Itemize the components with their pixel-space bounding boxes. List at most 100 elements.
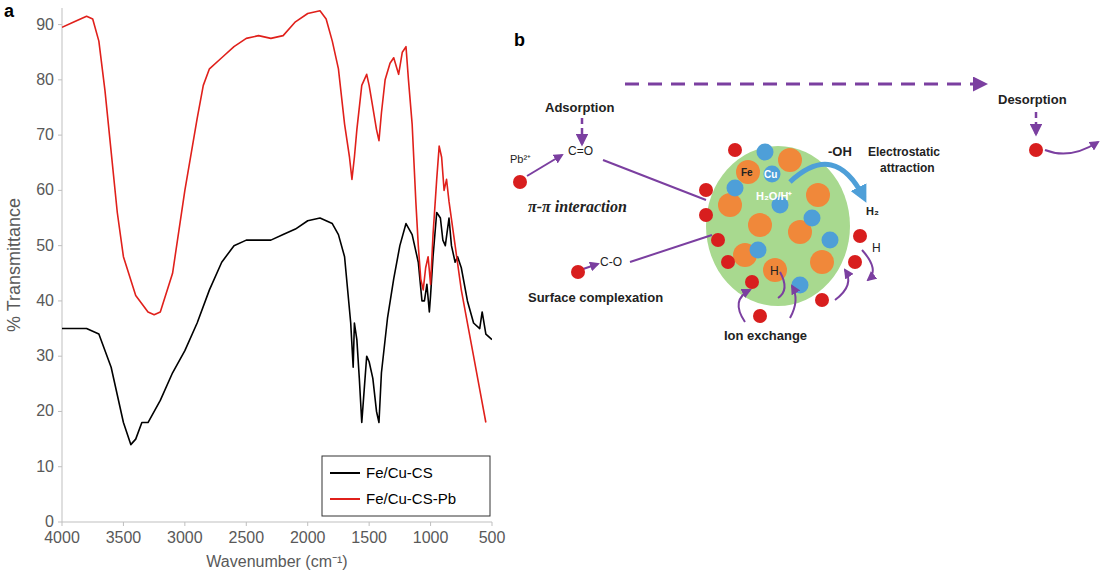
pb-ion <box>853 229 867 243</box>
diagram-label: C=O <box>568 144 593 158</box>
cu-particle <box>750 242 767 259</box>
pb-ion <box>1029 143 1043 157</box>
electron-arrow <box>790 164 864 198</box>
ion-arrow <box>835 270 848 300</box>
pb-ion <box>711 233 725 247</box>
y-tick <box>58 522 62 523</box>
x-tick <box>492 522 493 526</box>
label-line: attraction <box>880 161 935 175</box>
x-tick <box>430 522 431 526</box>
legend-swatch <box>330 472 360 474</box>
pb-ion <box>721 255 735 269</box>
diagram-label: H <box>770 264 779 278</box>
diagram-label: Ion exchange <box>724 328 807 343</box>
diagram-label: Cu <box>764 169 777 180</box>
cu-particle <box>764 166 781 183</box>
x-tick-label: 3500 <box>106 529 142 546</box>
y-tick <box>58 24 62 25</box>
y-tick <box>58 135 62 136</box>
legend-box <box>322 456 490 516</box>
y-tick <box>58 411 62 412</box>
pb-ion <box>753 309 767 323</box>
x-tick <box>369 522 370 526</box>
y-axis-line <box>62 8 63 522</box>
legend-label: Fe/Cu-CS <box>366 464 433 481</box>
diagram-label: -OH <box>828 144 852 159</box>
diagram-label: π-π interaction <box>528 198 627 215</box>
spectrum-line <box>62 212 492 444</box>
y-tick-label: 60 <box>36 181 54 198</box>
y-tick-label: 90 <box>36 16 54 33</box>
diagram-label: Fe <box>741 167 753 178</box>
diagram-label: Electrostatic attraction <box>868 145 943 175</box>
fe-particle <box>736 160 760 184</box>
diagram-label: Surface complexation <box>528 290 663 305</box>
x-tick-label: 1500 <box>351 529 387 546</box>
y-tick-label: 0 <box>45 513 54 530</box>
fe-particle <box>810 250 834 274</box>
pb-ion <box>699 208 713 222</box>
ion-arrow <box>790 286 796 318</box>
pb-ion <box>815 293 829 307</box>
fe-particle <box>718 193 742 217</box>
y-tick <box>58 466 62 467</box>
figure: a010203040506070809040003500300025002000… <box>0 0 1105 577</box>
legend: Fe/Cu-CS Fe/Cu-CS-Pb <box>322 456 490 516</box>
y-tick-label: 50 <box>36 237 54 254</box>
link <box>630 235 712 262</box>
y-tick-label: 80 <box>36 71 54 88</box>
x-tick-label: 2500 <box>228 529 264 546</box>
x-tick-label: 3000 <box>167 529 203 546</box>
diagram-label: C-O <box>600 255 622 269</box>
x-tick-label: 2000 <box>290 529 326 546</box>
pb-ion <box>699 183 713 197</box>
mechanism-diagram <box>513 84 1098 323</box>
y-tick <box>58 79 62 80</box>
cu-particle <box>822 232 839 249</box>
arrow <box>527 155 562 176</box>
y-tick-label: 20 <box>36 402 54 419</box>
ion-arrow <box>739 290 750 322</box>
label-line: Electrostatic <box>868 145 943 159</box>
x-tick <box>184 522 185 526</box>
x-tick <box>62 522 63 526</box>
x-tick <box>123 522 124 526</box>
pb-ion <box>848 255 862 269</box>
spectrum-line <box>62 11 486 423</box>
legend-swatch <box>330 498 360 500</box>
x-tick <box>246 522 247 526</box>
diagram-label: Pb²⁺ <box>510 153 531 165</box>
arrow <box>583 264 598 269</box>
x-tick-label: 500 <box>479 529 506 546</box>
pb-ion <box>728 143 742 157</box>
y-tick-label: 70 <box>36 126 54 143</box>
plot-lines <box>62 11 492 445</box>
y-tick <box>58 356 62 357</box>
pb-ion <box>745 275 759 289</box>
x-axis-line <box>62 522 492 523</box>
diagram-label: Adsorption <box>545 100 614 115</box>
dashed-arrow <box>581 118 584 144</box>
diagram-label: H₂ <box>866 205 879 217</box>
cu-particle <box>757 144 774 161</box>
y-axis-title: % Transmittance <box>4 198 24 332</box>
fe-particle <box>748 213 772 237</box>
legend-label: Fe/Cu-CS-Pb <box>366 490 456 507</box>
panel-label: a <box>4 1 15 21</box>
dashed-arrow <box>625 83 985 86</box>
x-axis-title: Wavenumber (cm⁻¹) <box>206 553 347 570</box>
link <box>603 160 706 200</box>
y-tick-label: 30 <box>36 347 54 364</box>
diagram-label: Desorption <box>998 92 1067 107</box>
pb-ion <box>513 175 527 189</box>
arrow <box>1045 142 1098 154</box>
fe-particle <box>806 183 830 207</box>
y-tick <box>58 245 62 246</box>
x-tick-label: 4000 <box>44 529 80 546</box>
fe-particle <box>778 148 802 172</box>
x-tick-label: 1000 <box>413 529 449 546</box>
cu-particle <box>804 210 821 227</box>
diagram-label: H₂O/H⁺ <box>756 190 792 202</box>
y-tick-label: 10 <box>36 458 54 475</box>
dashed-arrow <box>1035 112 1038 134</box>
